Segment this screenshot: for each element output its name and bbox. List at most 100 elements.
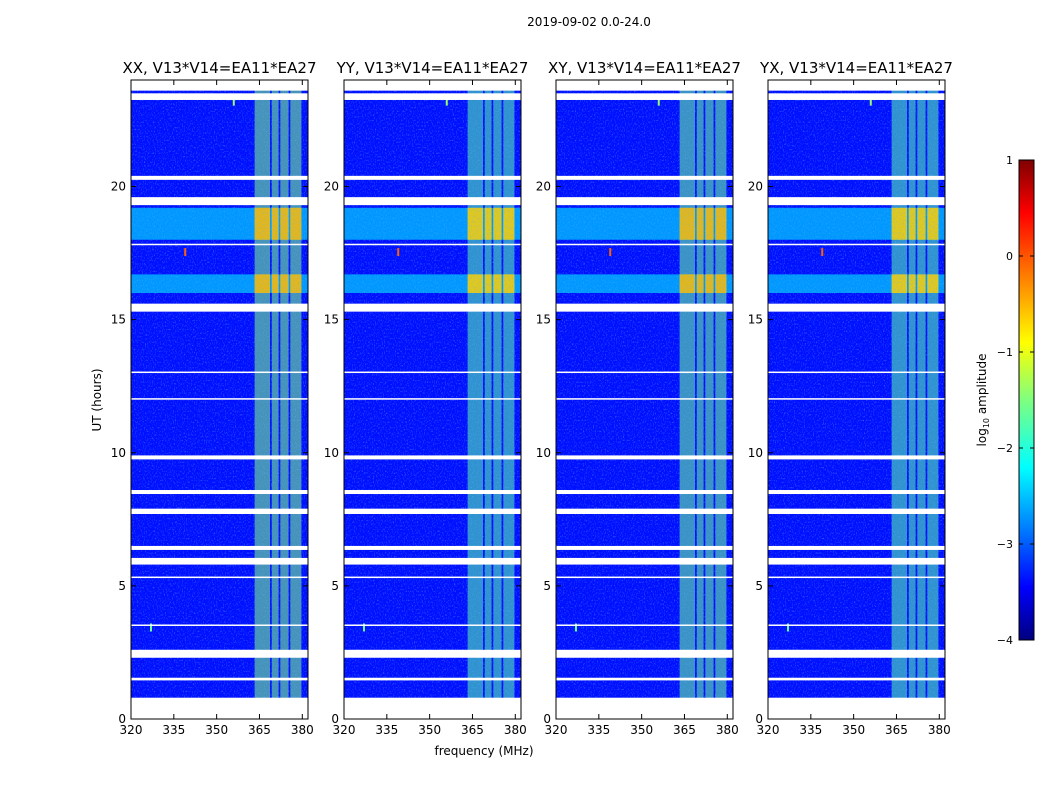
flagged-row bbox=[556, 175, 733, 180]
colorbar-tick-label: 1 bbox=[1006, 154, 1013, 167]
panel-frame bbox=[555, 79, 734, 720]
x-tick-label: 350 bbox=[205, 723, 228, 737]
flagged-row bbox=[344, 243, 521, 246]
flagged-row bbox=[556, 576, 733, 579]
flagged-row bbox=[556, 649, 733, 658]
colorbar-tick-label: −3 bbox=[997, 538, 1013, 551]
flagged-row bbox=[768, 175, 945, 180]
flagged-row bbox=[556, 455, 733, 460]
flagged-row bbox=[131, 490, 308, 495]
x-tick-label: 350 bbox=[418, 723, 441, 737]
flagged-row bbox=[131, 175, 308, 180]
y-tick-label: 15 bbox=[324, 313, 339, 327]
flagged-row bbox=[556, 490, 733, 495]
flagged-row bbox=[131, 557, 308, 565]
y-tick-label: 0 bbox=[543, 712, 551, 726]
colorbar-tick-label: −2 bbox=[997, 442, 1013, 455]
flagged-row bbox=[768, 545, 945, 550]
colorbar-tick-label: −1 bbox=[997, 346, 1013, 359]
flagged-row bbox=[556, 557, 733, 565]
x-tick-label: 320 bbox=[333, 723, 356, 737]
panel-title: XX, V13*V14=EA11*EA27 bbox=[122, 59, 316, 77]
flagged-row bbox=[344, 677, 521, 681]
flagged-row bbox=[344, 697, 521, 719]
flagged-row bbox=[131, 80, 308, 91]
spike-feature bbox=[445, 97, 448, 106]
suptitle: 2019-09-02 0.0-24.0 bbox=[527, 15, 651, 29]
spike-feature bbox=[362, 623, 365, 632]
flagged-row bbox=[344, 303, 521, 312]
colorbar-label-rest: amplitude bbox=[975, 354, 989, 418]
panel-xx: XX, V13*V14=EA11*EA27 320 335 350 365 380 0 5 10… bbox=[111, 59, 317, 737]
flagged-row bbox=[556, 624, 733, 626]
x-tick-label: 320 bbox=[757, 723, 780, 737]
flagged-row bbox=[768, 303, 945, 312]
flagged-row bbox=[768, 677, 945, 681]
y-tick-label: 0 bbox=[118, 712, 126, 726]
panel-frame bbox=[343, 79, 522, 720]
flagged-row bbox=[768, 697, 945, 719]
y-tick-label: 15 bbox=[536, 313, 551, 327]
panel-title: YX, V13*V14=EA11*EA27 bbox=[759, 59, 953, 77]
x-tick-label: 335 bbox=[162, 723, 185, 737]
flagged-row bbox=[556, 371, 733, 374]
y-tick-label: 5 bbox=[118, 579, 126, 593]
x-tick-label: 380 bbox=[291, 723, 314, 737]
colorbar-label: log10 amplitude bbox=[975, 354, 991, 447]
x-tick-label: 380 bbox=[716, 723, 739, 737]
flagged-row bbox=[768, 557, 945, 565]
x-tick-label: 380 bbox=[928, 723, 951, 737]
spike-feature bbox=[232, 97, 235, 106]
x-tick-label: 365 bbox=[461, 723, 484, 737]
y-tick-label: 20 bbox=[536, 180, 551, 194]
spike-feature bbox=[149, 623, 152, 632]
flagged-row bbox=[556, 303, 733, 312]
flagged-row bbox=[768, 490, 945, 495]
spike-feature bbox=[657, 97, 660, 106]
flagged-row bbox=[344, 455, 521, 460]
spike-feature bbox=[574, 623, 577, 632]
flagged-row bbox=[768, 649, 945, 658]
x-tick-label: 350 bbox=[630, 723, 653, 737]
panel-frame bbox=[130, 79, 309, 720]
y-tick-label: 0 bbox=[331, 712, 339, 726]
x-tick-label: 365 bbox=[673, 723, 696, 737]
x-tick-label: 365 bbox=[885, 723, 908, 737]
x-axis-label: frequency (MHz) bbox=[434, 744, 533, 758]
flagged-row bbox=[768, 455, 945, 460]
flagged-row bbox=[556, 697, 733, 719]
x-tick-label: 350 bbox=[842, 723, 865, 737]
colorbar: 10−1−2−3−4 log10 amplitude bbox=[975, 154, 1035, 647]
flagged-row bbox=[768, 398, 945, 400]
flagged-row bbox=[556, 93, 733, 100]
colorbar-tick-label: 0 bbox=[1006, 250, 1013, 263]
spike-feature bbox=[397, 248, 400, 257]
x-tick-label: 365 bbox=[248, 723, 271, 737]
flagged-row bbox=[131, 303, 308, 312]
flagged-row bbox=[768, 624, 945, 626]
flagged-row bbox=[344, 508, 521, 514]
flagged-row bbox=[131, 624, 308, 626]
flagged-row bbox=[131, 398, 308, 400]
colorbar-ticks: 1 0 −1 −2 −3 −4 bbox=[997, 154, 1034, 647]
flagged-row bbox=[768, 197, 945, 206]
flagged-row bbox=[131, 455, 308, 460]
flagged-row bbox=[768, 93, 945, 100]
flagged-row bbox=[556, 677, 733, 681]
panel-yx: YX, V13*V14=EA11*EA27 320 335 350 365 380 0 5 10… bbox=[748, 59, 953, 737]
flagged-row bbox=[768, 243, 945, 246]
y-tick-label: 5 bbox=[331, 579, 339, 593]
flagged-row bbox=[344, 371, 521, 374]
flagged-row bbox=[556, 197, 733, 206]
flagged-row bbox=[768, 80, 945, 91]
x-tick-label: 320 bbox=[120, 723, 143, 737]
flagged-row bbox=[344, 545, 521, 550]
flagged-row bbox=[344, 649, 521, 658]
panel-xy: XY, V13*V14=EA11*EA27 320 335 350 365 380 0 5 10… bbox=[536, 59, 741, 737]
x-tick-label: 335 bbox=[799, 723, 822, 737]
flagged-row bbox=[556, 545, 733, 550]
panels: XX, V13*V14=EA11*EA27 320 335 350 365 380 0 5 10… bbox=[111, 59, 953, 737]
flagged-row bbox=[556, 80, 733, 91]
flagged-row bbox=[344, 80, 521, 91]
